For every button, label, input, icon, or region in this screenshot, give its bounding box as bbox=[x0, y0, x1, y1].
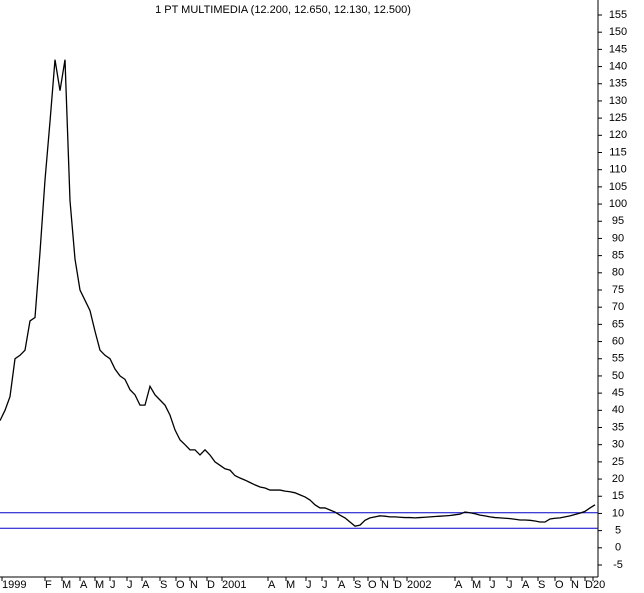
x-tick-label: A bbox=[142, 579, 150, 591]
x-tick-label: 2002 bbox=[407, 579, 431, 591]
y-tick-label: 40 bbox=[612, 404, 624, 416]
y-tick-label: 90 bbox=[612, 232, 624, 244]
y-tick-label: 95 bbox=[612, 215, 624, 227]
x-tick-label: N bbox=[190, 579, 198, 591]
x-tick-label: A bbox=[268, 579, 276, 591]
y-tick-label: 105 bbox=[609, 181, 627, 193]
y-tick-label: 65 bbox=[612, 318, 624, 330]
y-tick-label: 25 bbox=[612, 456, 624, 468]
y-tick-label: 140 bbox=[609, 60, 627, 72]
y-tick-label: 70 bbox=[612, 301, 624, 313]
y-tick-label: 75 bbox=[612, 284, 624, 296]
y-tick-label: 45 bbox=[612, 387, 624, 399]
x-tick-label: J bbox=[490, 579, 496, 591]
x-tick-label: M bbox=[95, 579, 104, 591]
x-tick-label: S bbox=[160, 579, 167, 591]
x-tick-label: A bbox=[338, 579, 346, 591]
x-tick-label: A bbox=[522, 579, 530, 591]
x-tick-label: A bbox=[80, 579, 88, 591]
y-tick-label: 115 bbox=[609, 146, 627, 158]
x-tick-label: N bbox=[381, 579, 389, 591]
x-tick-label: A bbox=[455, 579, 463, 591]
x-tick-label: J bbox=[306, 579, 312, 591]
x-tick-label: 2001 bbox=[222, 579, 246, 591]
x-tick-label: M bbox=[286, 579, 295, 591]
x-tick-label: J bbox=[127, 579, 133, 591]
x-tick-label: M bbox=[472, 579, 481, 591]
y-tick-label: 5 bbox=[615, 525, 621, 537]
x-tick-label: O bbox=[555, 579, 564, 591]
y-tick-label: 15 bbox=[612, 490, 624, 502]
x-tick-label: J bbox=[322, 579, 328, 591]
y-tick-label: 155 bbox=[609, 9, 627, 21]
y-tick-label: 150 bbox=[609, 26, 627, 38]
y-tick-label: 110 bbox=[609, 164, 627, 176]
x-tick-label: O bbox=[368, 579, 377, 591]
x-tick-label: O bbox=[176, 579, 185, 591]
y-tick-label: 35 bbox=[612, 421, 624, 433]
x-tick-label: J bbox=[110, 579, 116, 591]
y-tick-label: 55 bbox=[612, 353, 624, 365]
y-tick-label: 130 bbox=[609, 95, 627, 107]
y-tick-label: 30 bbox=[612, 439, 624, 451]
x-tick-label: S bbox=[354, 579, 361, 591]
y-tick-label: 135 bbox=[609, 78, 627, 90]
y-tick-label: 50 bbox=[612, 370, 624, 382]
y-tick-label: 60 bbox=[612, 335, 624, 347]
y-tick-label: 125 bbox=[609, 112, 627, 124]
x-tick-label: M bbox=[62, 579, 71, 591]
x-tick-label: 1999 bbox=[2, 579, 26, 591]
chart-title: 1 PT MULTIMEDIA (12.200, 12.650, 12.130,… bbox=[155, 4, 411, 16]
y-tick-label: 120 bbox=[609, 129, 627, 141]
x-tick-label: N bbox=[571, 579, 579, 591]
x-tick-label: D bbox=[394, 579, 402, 591]
y-tick-label: 20 bbox=[612, 473, 624, 485]
x-tick-label: 20 bbox=[593, 579, 605, 591]
y-tick-label: 80 bbox=[612, 267, 624, 279]
x-tick-label: D bbox=[585, 579, 593, 591]
y-tick-label: 10 bbox=[612, 507, 624, 519]
y-tick-label: -5 bbox=[613, 559, 623, 571]
x-tick-label: S bbox=[538, 579, 545, 591]
y-tick-label: 85 bbox=[612, 250, 624, 262]
x-tick-label: J bbox=[507, 579, 513, 591]
price-line bbox=[0, 59, 596, 527]
y-tick-label: 145 bbox=[609, 43, 627, 55]
y-tick-label: 0 bbox=[615, 542, 621, 554]
y-tick-label: 100 bbox=[609, 198, 627, 210]
x-tick-label: D bbox=[207, 579, 215, 591]
x-tick-label: F bbox=[45, 579, 52, 591]
